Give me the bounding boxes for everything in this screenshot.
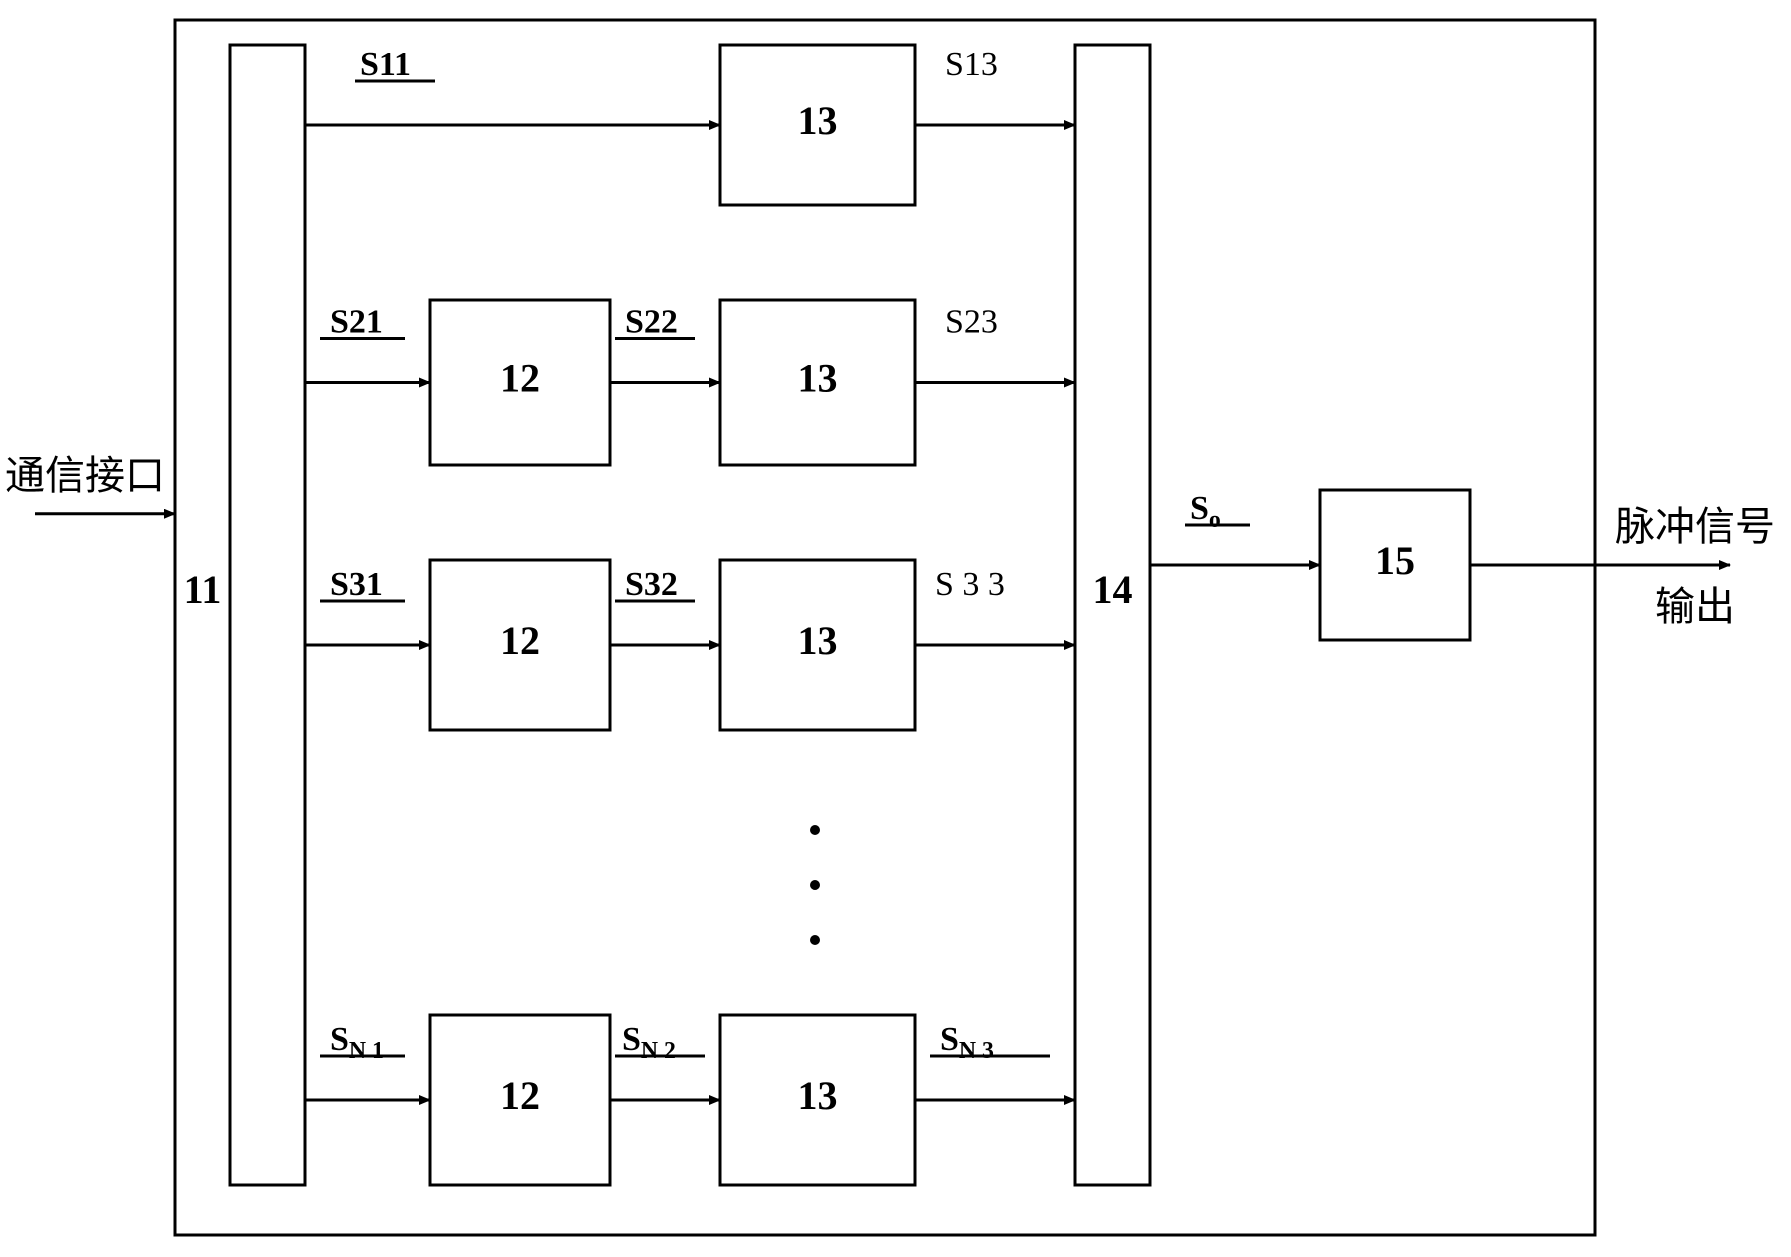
ellipsis-dot — [810, 880, 820, 890]
block-13-row3-label: 13 — [798, 618, 838, 663]
label-input: 通信接口 — [5, 453, 165, 498]
label-sn1: SN 1 — [330, 1021, 384, 1064]
block-11-label: 11 — [184, 567, 222, 612]
label-so: So — [1190, 490, 1221, 533]
outer-box — [175, 20, 1595, 1235]
block-13-row2-label: 13 — [798, 356, 838, 401]
block-12-rowN-label: 12 — [500, 1073, 540, 1118]
label-s22: S22 — [625, 304, 678, 341]
label-output-line2: 输出 — [1655, 584, 1735, 629]
block-14-label: 14 — [1093, 567, 1133, 612]
block-13-row1-label: 13 — [798, 98, 838, 143]
block-15-label: 15 — [1375, 538, 1415, 583]
label-s21: S21 — [330, 304, 383, 341]
block-11 — [230, 45, 305, 1185]
label-s23: S23 — [945, 304, 998, 341]
ellipsis-dot — [810, 825, 820, 835]
block-12-row2-label: 12 — [500, 356, 540, 401]
label-output-line1: 脉冲信号 — [1615, 504, 1775, 549]
label-s11: S11 — [360, 46, 411, 83]
label-s31: S31 — [330, 566, 383, 603]
label-s33: S 3 3 — [935, 566, 1005, 603]
label-sn2: SN 2 — [622, 1021, 676, 1064]
label-sn3: SN 3 — [940, 1021, 994, 1064]
label-s32: S32 — [625, 566, 678, 603]
block-12-row3-label: 12 — [500, 618, 540, 663]
ellipsis-dot — [810, 935, 820, 945]
label-s13: S13 — [945, 46, 998, 83]
block-14 — [1075, 45, 1150, 1185]
block-13-rowN-label: 13 — [798, 1073, 838, 1118]
